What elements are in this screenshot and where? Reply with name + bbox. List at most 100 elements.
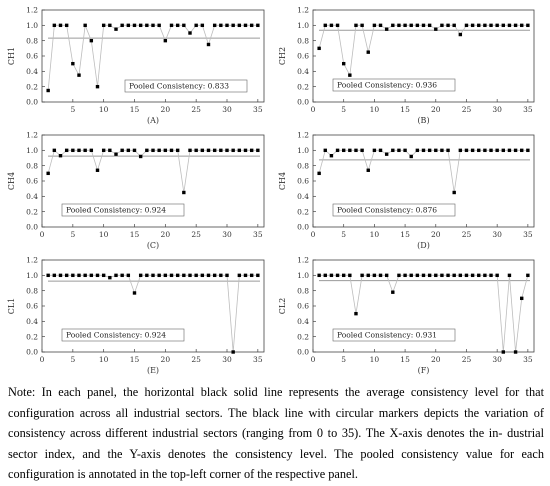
data-point-marker (495, 148, 499, 153)
y-tick-label: 0.2 (26, 332, 38, 341)
data-point-marker (169, 273, 174, 278)
data-point-marker (89, 273, 94, 278)
data-point-marker (372, 23, 377, 28)
x-tick-label: 15 (400, 105, 410, 114)
x-tick-label: 25 (191, 355, 201, 364)
x-tick-label: 25 (462, 355, 472, 364)
x-tick-label: 5 (70, 355, 75, 364)
data-point-marker (520, 23, 524, 28)
data-point-marker (219, 148, 223, 153)
data-point-marker (409, 154, 413, 159)
x-tick-label: 30 (222, 230, 232, 239)
data-point-marker (101, 148, 106, 153)
x-tick-label: 35 (253, 105, 263, 114)
x-tick-label: 20 (431, 355, 441, 364)
data-point-marker (440, 23, 444, 28)
data-point-marker (323, 23, 327, 28)
y-tick-label: 0.8 (297, 36, 309, 45)
data-point-marker (489, 148, 493, 153)
data-point-marker (71, 273, 75, 278)
x-tick-label: 5 (341, 355, 346, 364)
data-point-marker (108, 275, 112, 280)
data-point-marker (348, 148, 352, 153)
y-tick-label: 0.6 (26, 177, 38, 186)
data-point-marker (256, 148, 260, 153)
x-tick-label: 25 (191, 105, 201, 114)
chart-panel-2: 0.0 0.2 0.4 0.6 0.8 1.0 1.2 0 5 10 15 20 25 30 35 CH2 (B… (278, 6, 535, 125)
annotation-text: Pooled Consistency: 0.936 (337, 81, 437, 90)
data-point-marker (101, 273, 106, 278)
data-point-marker (483, 23, 487, 28)
y-tick-label: 0.6 (297, 177, 309, 186)
data-point-marker (83, 273, 87, 278)
x-tick-label: 20 (161, 355, 171, 364)
data-point-marker (323, 148, 327, 153)
data-point-marker (397, 273, 401, 278)
annotation-text: Pooled Consistency: 0.931 (337, 331, 437, 340)
data-point-marker (384, 152, 389, 156)
data-point-marker (194, 23, 198, 28)
data-point-marker (434, 273, 438, 278)
data-point-marker (95, 273, 100, 278)
data-point-marker (182, 273, 186, 278)
data-point-marker (243, 23, 248, 28)
data-point-marker (132, 148, 137, 153)
y-tick-label: 1.0 (297, 271, 309, 280)
data-point-marker (323, 273, 327, 278)
data-point-marker (458, 273, 463, 278)
data-point-marker (64, 23, 69, 28)
x-tick-label: 5 (341, 105, 346, 114)
chart-panel-5: 0.0 0.2 0.4 0.6 0.8 1.0 1.2 0 5 10 15 20 25 30 35 CL1 (E… (7, 256, 265, 375)
panel-label: (A) (147, 116, 159, 125)
data-point-marker (77, 148, 81, 153)
y-tick-label: 0.8 (26, 36, 38, 45)
y-axis-label: CH1 (7, 47, 16, 65)
x-tick-label: 5 (70, 105, 75, 114)
data-point-marker (366, 168, 370, 172)
data-point-marker (237, 273, 242, 278)
data-point-marker (458, 32, 463, 37)
consistency-series-line (318, 24, 528, 77)
data-point-marker (329, 23, 334, 28)
data-point-marker (446, 273, 450, 278)
data-point-marker (145, 23, 149, 28)
data-point-marker (348, 273, 352, 278)
data-point-marker (526, 23, 530, 28)
x-tick-label: 0 (311, 230, 316, 239)
data-point-marker (507, 23, 512, 28)
data-point-marker (415, 23, 420, 28)
y-tick-label: 0.2 (297, 82, 309, 91)
x-tick-label: 20 (161, 230, 171, 239)
data-point-marker (182, 23, 186, 28)
data-point-marker (348, 73, 352, 77)
y-axis-label: CL1 (7, 298, 16, 315)
data-point-marker (200, 148, 205, 153)
y-tick-label: 1.2 (26, 6, 38, 15)
data-point-marker (421, 23, 426, 28)
data-point-marker (421, 148, 426, 153)
data-point-marker (52, 148, 57, 153)
data-point-marker (249, 273, 254, 278)
data-point-marker (101, 23, 106, 28)
data-point-marker (477, 273, 481, 278)
data-point-marker (206, 42, 211, 47)
panel-label: (C) (147, 241, 159, 250)
data-point-marker (391, 148, 395, 153)
x-tick-label: 0 (40, 230, 45, 239)
data-point-marker (120, 148, 124, 153)
data-point-marker (138, 23, 143, 28)
data-point-marker (501, 350, 506, 354)
panel-label: (E) (147, 366, 159, 375)
x-tick-label: 25 (191, 230, 201, 239)
y-tick-label: 0.8 (26, 161, 38, 170)
data-point-marker (58, 23, 63, 28)
y-axis-label: CH4 (7, 172, 16, 190)
data-point-marker (507, 273, 512, 278)
y-tick-label: 0.4 (297, 317, 309, 326)
annotation-text: Pooled Consistency: 0.924 (66, 206, 166, 215)
y-tick-label: 0.0 (26, 348, 38, 357)
x-tick-label: 30 (492, 230, 502, 239)
y-tick-label: 0.8 (297, 286, 309, 295)
data-point-marker (77, 73, 81, 77)
annotation-box (124, 79, 248, 93)
